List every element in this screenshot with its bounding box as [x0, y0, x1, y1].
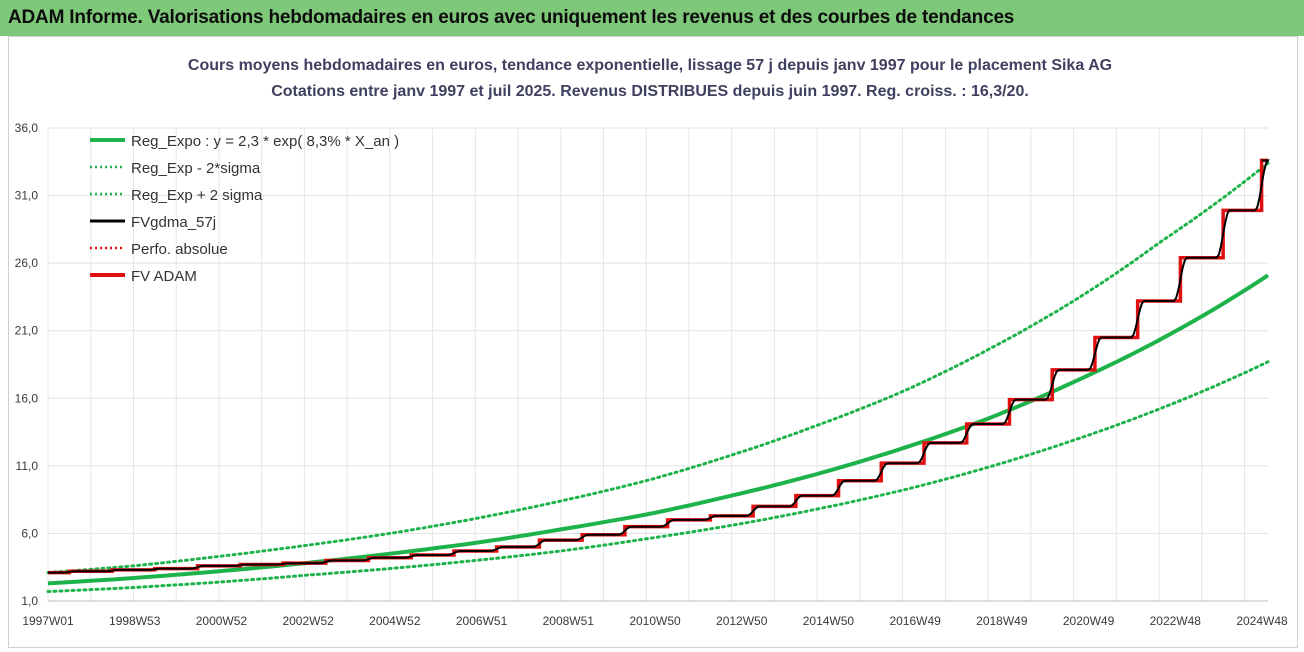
y-tick-label: 36,0: [15, 121, 39, 135]
report-banner: ADAM Informe. Valorisations hebdomadaire…: [0, 0, 1304, 36]
x-tick-label: 1998W53: [109, 614, 161, 628]
series-line-upper-band: [46, 161, 1270, 575]
series-line-regression: [47, 273, 1270, 586]
x-tick-label: 2002W52: [282, 614, 334, 628]
x-tick-label: 2014W50: [803, 614, 855, 628]
report-title: ADAM Informe. Valorisations hebdomadaire…: [8, 7, 1015, 28]
y-tick-label: 21,0: [15, 324, 39, 338]
x-axis: 1997W01 1998W53 2000W52 2002W52 2004W52 2006W…: [22, 614, 1288, 628]
x-tick-label: 2018W49: [976, 614, 1028, 628]
chart-frame: [8, 36, 1298, 648]
legend-label: Reg_Expo : y = 2,3 * exp( 8,3% * X_an ): [131, 133, 399, 150]
chart-title: Cours moyens hebdomadaires en euros, ten…: [188, 57, 1112, 74]
x-tick-label: 1997W01: [22, 614, 74, 628]
x-tick-label: 2004W52: [369, 614, 421, 628]
x-tick-label: 2008W51: [543, 614, 595, 628]
x-tick-label: 2006W51: [456, 614, 508, 628]
x-tick-label: 2010W50: [629, 614, 681, 628]
series-line-lower-band: [46, 360, 1270, 593]
legend-label: FV ADAM: [131, 268, 197, 285]
legend: Reg_Expo : y = 2,3 * exp( 8,3% * X_an ) R…: [90, 133, 399, 285]
y-tick-label: 1,0: [21, 594, 38, 608]
grid-lines: [47, 127, 1268, 602]
legend-label: Reg_Exp - 2*sigma: [131, 160, 261, 177]
x-tick-label: 2024W48: [1236, 614, 1288, 628]
y-tick-label: 16,0: [15, 391, 39, 405]
series-line-fvgdma: [47, 159, 1270, 574]
x-tick-label: 2020W49: [1063, 614, 1115, 628]
x-tick-label: 2016W49: [889, 614, 941, 628]
x-tick-label: 2012W50: [716, 614, 768, 628]
y-tick-label: 26,0: [15, 256, 39, 270]
y-tick-label: 11,0: [16, 459, 39, 473]
legend-label: FVgdma_57j: [131, 214, 216, 231]
x-tick-label: 2022W48: [1150, 614, 1202, 628]
y-tick-label: 31,0: [15, 189, 39, 203]
y-axis: 1,0 6,0 11,0 16,0 21,0 26,0 31,0 36,0: [15, 121, 39, 608]
y-tick-label: 6,0: [21, 526, 38, 540]
x-tick-label: 2000W52: [196, 614, 248, 628]
chart-subtitle: Cotations entre janv 1997 et juil 2025. …: [271, 83, 1029, 100]
legend-label: Perfo. absolue: [131, 241, 228, 258]
legend-label: Reg_Exp + 2 sigma: [131, 187, 263, 204]
plot-area: [46, 158, 1270, 593]
